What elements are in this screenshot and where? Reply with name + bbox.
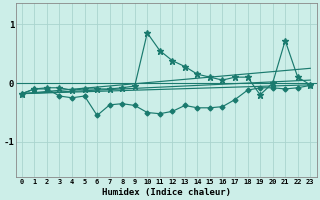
- X-axis label: Humidex (Indice chaleur): Humidex (Indice chaleur): [101, 188, 231, 197]
